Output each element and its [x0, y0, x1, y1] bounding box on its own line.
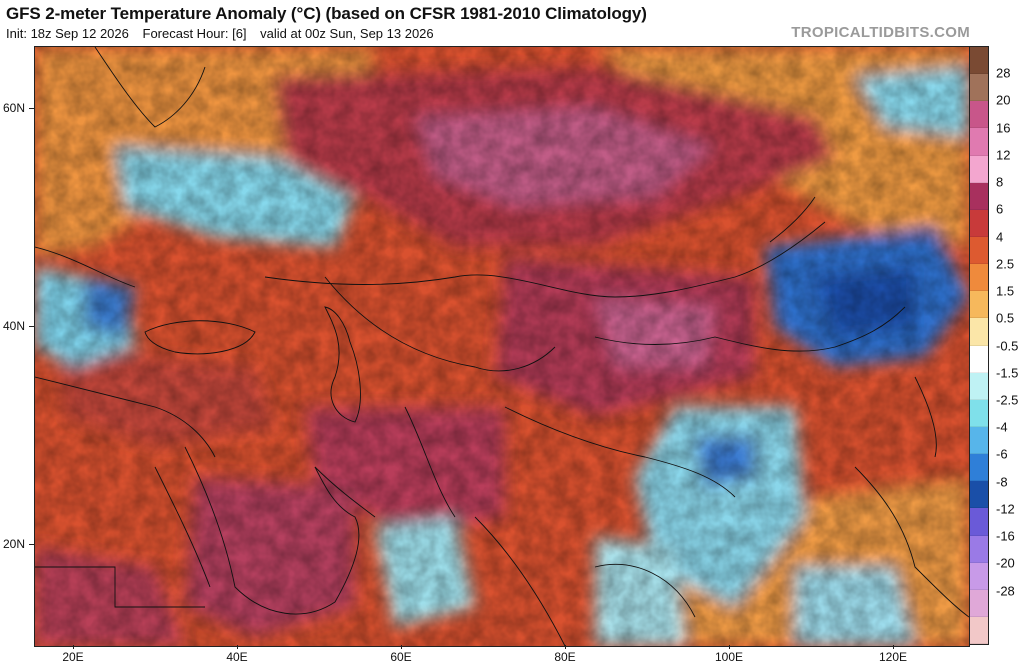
border-kazakhstan — [324, 276, 556, 372]
coastline-scandinavia — [94, 47, 206, 128]
lon-label-80e: 80E — [554, 650, 576, 664]
colorbar-label: 4 — [996, 229, 1004, 245]
colorbar-label: -20 — [996, 555, 1015, 571]
border-sahara — [35, 566, 205, 608]
colorbar-label: 16 — [996, 120, 1011, 136]
colorbar-swatch — [970, 345, 988, 373]
lat-label-40n: 40N — [3, 319, 26, 333]
lon-tick-80e — [565, 645, 566, 649]
lon-label-20e: 20E — [62, 650, 84, 664]
lat-label-60n: 60N — [3, 101, 26, 115]
lon-label-60e: 60E — [390, 650, 412, 664]
colorbar-swatch — [970, 616, 988, 645]
lon-label-40e: 40E — [226, 650, 248, 664]
colorbar-label: -28 — [996, 583, 1015, 599]
colorbar-label: -2.5 — [996, 392, 1019, 408]
coastline-korea — [914, 376, 937, 458]
coastline-red-sea — [154, 466, 211, 588]
colorbar-swatch — [970, 47, 988, 75]
lat-tick-20n — [29, 544, 34, 545]
map-title: GFS 2-meter Temperature Anomaly (°C) (ba… — [6, 4, 647, 23]
colorbar-swatch — [970, 128, 988, 156]
colorbar-label: 6 — [996, 201, 1004, 217]
colorbar-label: 28 — [996, 65, 1011, 81]
colorbar-swatch — [970, 426, 988, 455]
lon-label-120e: 120E — [878, 650, 908, 664]
lon-tick-100e — [729, 645, 730, 649]
coastline-arabia — [184, 446, 360, 615]
colorbar-swatch — [970, 454, 988, 482]
colorbar-swatch — [970, 155, 988, 183]
coastline-persian-gulf — [314, 466, 376, 518]
colorbar-label: -8 — [996, 474, 1008, 490]
coastline-india — [474, 516, 566, 646]
colorbar-swatch — [970, 264, 988, 292]
borders-coastlines — [35, 47, 969, 646]
coastline-black-sea — [144, 320, 256, 355]
coastline-caspian-sea — [324, 306, 361, 423]
valid-time: valid at 00z Sun, Sep 13 2026 — [260, 26, 434, 41]
lat-tick-40n — [29, 326, 34, 327]
colorbar-label: -12 — [996, 501, 1015, 517]
coastline-lake-baikal — [769, 196, 816, 243]
colorbar-label: 1.5 — [996, 283, 1015, 299]
colorbar-swatch — [970, 318, 988, 346]
lat-label-20n: 20N — [3, 537, 26, 551]
colorbar-swatch — [970, 372, 988, 400]
anomaly-map — [34, 46, 970, 647]
colorbar-label: -4 — [996, 419, 1008, 435]
colorbar-swatch — [970, 562, 988, 590]
colorbar-label: -6 — [996, 446, 1008, 462]
border-iran-afghanistan — [404, 406, 456, 518]
lon-tick-60e — [401, 645, 402, 649]
colorbar-swatch — [970, 209, 988, 237]
colorbar-label: 12 — [996, 147, 1011, 163]
colorbar-swatch — [970, 236, 988, 265]
colorbar-label: 0.5 — [996, 310, 1015, 326]
lon-tick-40e — [237, 645, 238, 649]
anomaly-map-canvas — [35, 47, 969, 646]
map-subtitle: Init: 18z Sep 12 2026 Forecast Hour: [6]… — [6, 26, 444, 41]
init-time: Init: 18z Sep 12 2026 — [6, 26, 129, 41]
border-mongolia-china — [594, 306, 906, 352]
coastline-bay-of-bengal — [594, 564, 696, 618]
colorbar — [969, 46, 989, 645]
lon-tick-120e — [893, 645, 894, 649]
site-brand[interactable]: TROPICALTIDBITS.COM — [791, 24, 970, 41]
colorbar-swatch — [970, 74, 988, 102]
border-tibet-india — [504, 406, 736, 498]
colorbar-swatch — [970, 399, 988, 427]
lon-label-100e: 100E — [714, 650, 744, 664]
colorbar-label: -16 — [996, 528, 1015, 544]
border-russia-south — [264, 221, 826, 298]
colorbar-label: -1.5 — [996, 365, 1019, 381]
colorbar-swatch — [970, 182, 988, 210]
colorbar-label: 2.5 — [996, 256, 1015, 272]
colorbar-label: -0.5 — [996, 338, 1019, 353]
lon-tick-20e — [73, 645, 74, 649]
coastline-mediterranean — [35, 376, 216, 458]
colorbar-swatch — [970, 481, 988, 509]
anomaly-noise-texture — [35, 47, 969, 646]
colorbar-swatch — [970, 291, 988, 319]
border-europe-west — [35, 246, 136, 288]
colorbar-swatch — [970, 589, 988, 617]
lat-tick-60n — [29, 108, 34, 109]
colorbar-swatch — [970, 101, 988, 129]
colorbar-swatch — [970, 535, 988, 563]
forecast-hour: Forecast Hour: [6] — [142, 26, 247, 41]
colorbar-label: 20 — [996, 92, 1011, 108]
colorbar-label: 8 — [996, 174, 1004, 190]
colorbar-swatch — [970, 508, 988, 536]
coastline-china-east — [854, 466, 969, 618]
